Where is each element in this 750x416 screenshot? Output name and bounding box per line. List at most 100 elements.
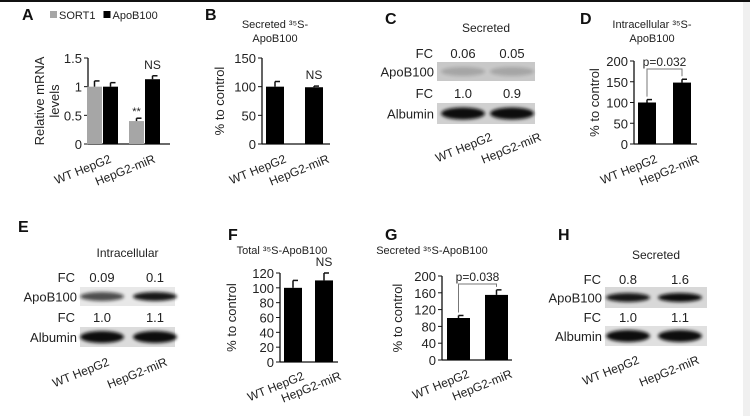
panel-label: C xyxy=(385,11,397,28)
y-tick-label: 50 xyxy=(614,116,628,131)
significance-label: NS xyxy=(316,255,333,269)
y-tick-label: 60 xyxy=(260,311,274,326)
y-tick-label: 1 xyxy=(75,80,82,95)
y-axis-label: levels xyxy=(47,84,62,118)
panel-b-chart: B Secreted ³⁵S- ApoB100 % to control 0 50 100 1… xyxy=(205,7,331,189)
panel-label: E xyxy=(18,219,29,236)
fold-change-value: 1.1 xyxy=(146,310,164,325)
panel-label: F xyxy=(228,227,238,244)
panel-label: H xyxy=(558,227,570,244)
fold-change-value: 0.09 xyxy=(89,270,114,285)
bar xyxy=(485,294,508,360)
blot-strip xyxy=(605,287,707,308)
top-border xyxy=(0,0,750,2)
protein-band xyxy=(490,67,534,76)
fc-label: FC xyxy=(584,272,601,287)
fold-change-value: 0.06 xyxy=(450,46,475,61)
band-label: Albumin xyxy=(387,107,434,122)
y-axis-label: % to control xyxy=(390,284,405,353)
chart-title: Intracellular ³⁵S- xyxy=(612,19,691,31)
bar xyxy=(447,318,470,360)
y-tick-label: 80 xyxy=(260,296,274,311)
protein-band xyxy=(133,331,177,343)
y-tick-label: 100 xyxy=(606,96,628,111)
y-tick-label: 0 xyxy=(75,137,82,152)
blot-title: Secreted xyxy=(462,21,510,35)
protein-band xyxy=(441,67,485,76)
legend-label: SORT1 xyxy=(59,10,95,22)
panel-label: B xyxy=(205,7,217,24)
protein-band xyxy=(80,331,124,343)
fc-label: FC xyxy=(416,86,433,101)
bar xyxy=(284,287,302,362)
fc-label: FC xyxy=(416,46,433,61)
y-tick-label: 0 xyxy=(249,137,256,152)
protein-band xyxy=(133,292,177,301)
chart-title: ApoB100 xyxy=(629,33,674,45)
p-value-label: p=0.038 xyxy=(456,270,500,284)
significance-bracket xyxy=(646,68,683,97)
y-tick-label: 40 xyxy=(422,336,436,351)
y-tick-label: 1.5 xyxy=(64,51,82,66)
y-tick-label: 120 xyxy=(414,303,436,318)
y-tick-label: 200 xyxy=(414,269,436,284)
fc-label: FC xyxy=(58,270,75,285)
y-tick-label: 120 xyxy=(252,266,274,281)
y-axis-label: % to control xyxy=(212,67,227,136)
y-tick-label: 0 xyxy=(621,137,628,152)
bar xyxy=(266,86,284,144)
fold-change-value: 1.0 xyxy=(454,86,472,101)
band-label: ApoB100 xyxy=(381,65,435,80)
fc-label: FC xyxy=(584,310,601,325)
significance-label: NS xyxy=(144,58,161,72)
y-tick-label: 0 xyxy=(267,355,274,370)
band-label: ApoB100 xyxy=(24,290,78,305)
y-tick-label: 40 xyxy=(260,325,274,340)
band-label: ApoB100 xyxy=(549,291,603,306)
band-label: Albumin xyxy=(555,329,602,344)
bar xyxy=(129,121,144,144)
bar xyxy=(673,82,691,144)
fold-change-value: 0.9 xyxy=(503,86,521,101)
significance-label: ** xyxy=(132,106,141,118)
bar xyxy=(638,102,656,144)
chart-title: Total ³⁵S-ApoB100 xyxy=(237,245,328,257)
panel-label: A xyxy=(22,7,34,24)
y-axis-label: % to control xyxy=(224,283,239,352)
bar xyxy=(87,86,102,144)
chart-title: Secreted ³⁵S-ApoB100 xyxy=(376,245,488,257)
fold-change-value: 1.0 xyxy=(619,310,637,325)
lane-label: HepG2-miR xyxy=(105,355,169,392)
protein-band xyxy=(490,107,534,120)
y-tick-label: 50 xyxy=(242,108,256,123)
blot-title: Intracellular xyxy=(96,246,158,260)
fold-change-value: 0.1 xyxy=(146,270,164,285)
fold-change-value: 0.8 xyxy=(619,272,637,287)
y-tick-label: 0 xyxy=(429,353,436,368)
fold-change-value: 1.6 xyxy=(671,272,689,287)
y-tick-label: 100 xyxy=(252,281,274,296)
protein-band xyxy=(606,293,650,302)
protein-band xyxy=(658,330,702,342)
lane-label: HepG2-miR xyxy=(637,353,701,390)
legend-swatch xyxy=(50,11,57,18)
legend-label: ApoB100 xyxy=(112,10,157,22)
panel-label: D xyxy=(580,11,592,28)
protein-band xyxy=(658,293,702,302)
fold-change-value: 0.05 xyxy=(499,46,524,61)
legend-swatch xyxy=(103,11,111,18)
y-tick-label: 20 xyxy=(260,340,274,355)
fold-change-value: 1.0 xyxy=(93,310,111,325)
right-scroll-strip xyxy=(743,2,750,416)
chart-title: Secreted ³⁵S- xyxy=(242,19,309,31)
panel-label: G xyxy=(385,227,397,244)
y-tick-label: 150 xyxy=(606,75,628,90)
p-value-label: p=0.032 xyxy=(643,55,687,69)
y-tick-label: 200 xyxy=(606,54,628,69)
significance-bracket xyxy=(458,283,497,313)
bar xyxy=(315,280,333,362)
y-tick-label: 100 xyxy=(234,80,256,95)
